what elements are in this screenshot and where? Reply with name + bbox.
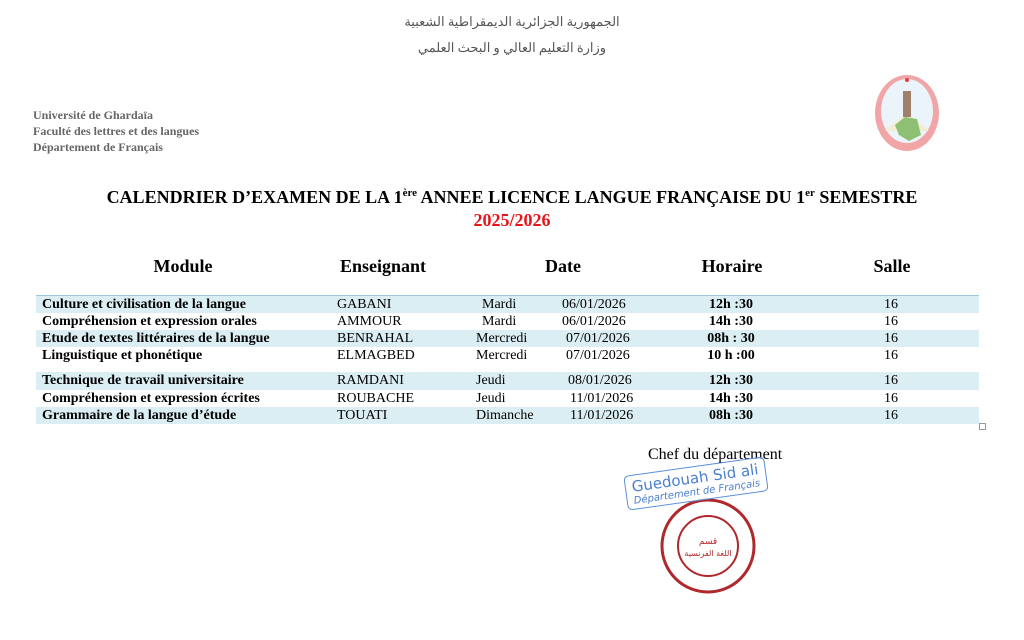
svg-text:اللغة الفرنسية: اللغة الفرنسية — [684, 549, 731, 558]
title-part: SEMESTRE — [814, 187, 918, 207]
time-cell: 08h :30 — [709, 408, 753, 423]
arabic-republic-line: الجمهورية الجزائرية الديمقراطية الشعبية — [404, 14, 620, 29]
date-cell: 07/01/2026 — [566, 348, 630, 363]
table-row: Etude de textes littéraires de la langue… — [36, 330, 979, 347]
official-seal: قسم اللغة الفرنسية — [658, 496, 758, 596]
module-cell: Compréhension et expression orales — [42, 314, 257, 329]
university-logo — [873, 73, 941, 153]
title-sup: ère — [402, 187, 418, 199]
room-cell: 16 — [884, 331, 898, 346]
day-cell: Mercredi — [476, 331, 528, 346]
time-cell: 10 h :00 — [707, 348, 755, 363]
university-name: Université de Ghardaïa — [33, 108, 153, 122]
table-row: Grammaire de la langue d’étude TOUATI Dima… — [36, 407, 979, 424]
table-row: Compréhension et expression écrites ROUBA… — [36, 390, 979, 407]
title-sup: er — [805, 187, 815, 199]
teacher-cell: RAMDANI — [337, 373, 404, 388]
time-cell: 12h :30 — [709, 373, 753, 388]
teacher-cell: ROUBACHE — [337, 391, 415, 406]
module-cell: Etude de textes littéraires de la langue — [42, 331, 270, 346]
date-cell: 08/01/2026 — [568, 373, 632, 388]
module-cell: Technique de travail universitaire — [42, 373, 244, 388]
time-cell: 12h :30 — [709, 297, 753, 312]
teacher-cell: TOUATI — [337, 408, 388, 423]
header-date: Date — [545, 256, 581, 276]
arabic-ministry-line: وزارة التعليم العالي و البحث العلمي — [417, 40, 607, 55]
room-cell: 16 — [884, 314, 898, 329]
time-cell: 14h :30 — [709, 314, 753, 329]
module-cell: Linguistique et phonétique — [42, 348, 203, 363]
header-module: Module — [153, 256, 213, 276]
module-cell: Culture et civilisation de la langue — [42, 297, 246, 312]
date-cell: 11/01/2026 — [570, 408, 634, 423]
teacher-cell: AMMOUR — [337, 314, 402, 329]
table-resize-handle — [979, 423, 986, 430]
time-cell: 08h : 30 — [707, 331, 755, 346]
header-salle: Salle — [873, 256, 911, 276]
date-cell: 11/01/2026 — [570, 391, 634, 406]
room-cell: 16 — [884, 391, 898, 406]
module-cell: Compréhension et expression écrites — [42, 391, 260, 406]
date-cell: 06/01/2026 — [562, 297, 626, 312]
document-title: CALENDRIER D’EXAMEN DE LA 1ère ANNEE LIC… — [0, 187, 1024, 208]
day-cell: Jeudi — [476, 373, 506, 388]
room-cell: 16 — [884, 297, 898, 312]
table-row: Culture et civilisation de la langue GABA… — [36, 296, 979, 313]
date-cell: 06/01/2026 — [562, 314, 626, 329]
module-cell: Grammaire de la langue d’étude — [42, 408, 237, 423]
teacher-cell: BENRAHAL — [337, 331, 414, 346]
day-cell: Mardi — [482, 297, 517, 312]
table-row: Technique de travail universitaire RAMDAN… — [36, 372, 979, 390]
teacher-cell: ELMAGBED — [337, 348, 415, 363]
institution-block: Université de Ghardaïa Faculté des lettr… — [33, 107, 199, 155]
date-cell: 07/01/2026 — [566, 331, 630, 346]
header-enseignant: Enseignant — [339, 256, 427, 276]
room-cell: 16 — [884, 373, 898, 388]
table-row: Compréhension et expression orales AMMOUR… — [36, 313, 979, 330]
department-name: Département de Français — [33, 140, 163, 154]
header-horaire: Horaire — [701, 256, 763, 276]
table-top-border — [36, 295, 979, 296]
day-cell: Mardi — [482, 314, 517, 329]
room-cell: 16 — [884, 408, 898, 423]
day-cell: Jeudi — [476, 391, 506, 406]
title-part: ANNEE LICENCE LANGUE FRANÇAISE DU 1 — [417, 187, 806, 207]
teacher-cell: GABANI — [337, 297, 392, 312]
room-cell: 16 — [884, 348, 898, 363]
title-part: CALENDRIER D’EXAMEN DE LA 1 — [106, 187, 403, 207]
faculty-name: Faculté des lettres et des langues — [33, 124, 200, 138]
table-row: Linguistique et phonétique ELMAGBED Mercre… — [36, 347, 979, 364]
day-cell: Dimanche — [476, 408, 534, 423]
svg-text:قسم: قسم — [699, 537, 717, 547]
time-cell: 14h :30 — [709, 391, 753, 406]
day-cell: Mercredi — [476, 348, 528, 363]
academic-year: 2025/2026 — [473, 210, 551, 230]
